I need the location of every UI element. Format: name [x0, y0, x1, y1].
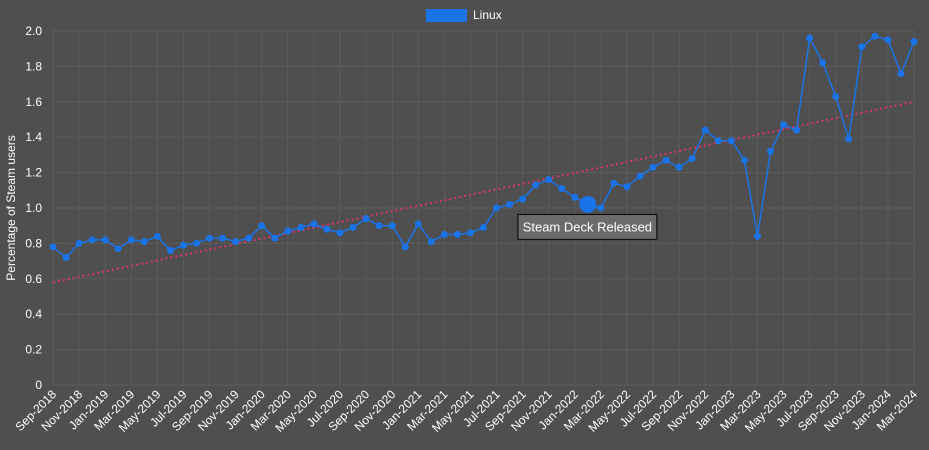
data-point[interactable] — [349, 223, 357, 231]
y-tick-label: 1.2 — [25, 166, 42, 180]
annotation-label: Steam Deck Released — [523, 219, 652, 234]
data-point[interactable] — [532, 181, 540, 189]
data-point[interactable] — [571, 193, 579, 201]
y-tick-label: 0 — [35, 378, 42, 392]
data-point[interactable] — [897, 69, 905, 77]
data-point[interactable] — [780, 121, 788, 129]
data-point[interactable] — [127, 236, 135, 244]
data-point[interactable] — [388, 222, 396, 230]
y-tick-label: 1.8 — [25, 59, 42, 73]
data-point[interactable] — [284, 227, 292, 235]
data-point[interactable] — [806, 34, 814, 42]
data-points — [49, 32, 918, 262]
data-point[interactable] — [206, 234, 214, 242]
data-point[interactable] — [819, 59, 827, 67]
data-point[interactable] — [636, 172, 644, 180]
data-point[interactable] — [401, 243, 409, 251]
y-tick-label: 1.6 — [25, 95, 42, 109]
data-point[interactable] — [323, 225, 331, 233]
annotation-box — [517, 213, 658, 241]
legend[interactable]: Linux — [426, 8, 502, 22]
data-point[interactable] — [649, 163, 657, 171]
trend-line — [52, 100, 915, 284]
data-point[interactable] — [245, 234, 253, 242]
data-point[interactable] — [297, 223, 305, 231]
y-tick-label: 0.8 — [25, 236, 42, 250]
data-point[interactable] — [753, 232, 761, 240]
data-point[interactable] — [336, 229, 344, 237]
legend-label-linux[interactable]: Linux — [473, 8, 502, 22]
y-tick-label: 2.0 — [25, 24, 42, 38]
data-point[interactable] — [832, 92, 840, 100]
y-tick-label: 0.2 — [25, 343, 42, 357]
data-point[interactable] — [362, 215, 370, 223]
y-tick-label: 1.0 — [25, 201, 42, 215]
x-axis-ticks: Sep-2018Nov-2018Jan-2019Mar-2019May-2019… — [12, 387, 920, 435]
data-point[interactable] — [179, 241, 187, 249]
data-point[interactable] — [519, 195, 527, 203]
data-point[interactable] — [597, 204, 605, 212]
data-point[interactable] — [414, 220, 422, 228]
data-point[interactable] — [375, 222, 383, 230]
data-point[interactable] — [140, 238, 148, 246]
data-point[interactable] — [49, 243, 57, 251]
data-point[interactable] — [114, 245, 122, 253]
data-point[interactable] — [793, 126, 801, 134]
data-point[interactable] — [453, 231, 461, 239]
data-point[interactable] — [493, 204, 501, 212]
data-point[interactable] — [219, 234, 227, 242]
data-point[interactable] — [727, 137, 735, 145]
legend-swatch-linux[interactable] — [426, 9, 467, 22]
data-point[interactable] — [714, 137, 722, 145]
y-tick-label: 0.6 — [25, 272, 42, 286]
grid-lines — [52, 30, 915, 386]
data-point[interactable] — [662, 156, 670, 164]
data-point[interactable] — [75, 239, 83, 247]
data-point[interactable] — [506, 200, 514, 208]
data-point[interactable] — [845, 135, 853, 143]
data-point[interactable] — [688, 154, 696, 162]
data-point[interactable] — [740, 156, 748, 164]
data-point[interactable] — [910, 38, 918, 46]
annotation-steam-deck: Steam Deck Released — [517, 195, 658, 241]
data-point[interactable] — [166, 246, 174, 254]
data-point[interactable] — [193, 239, 200, 247]
data-point[interactable] — [884, 36, 892, 44]
data-point[interactable] — [545, 176, 553, 184]
data-point[interactable] — [101, 236, 109, 244]
data-point[interactable] — [558, 185, 566, 193]
y-tick-label: 0.4 — [25, 307, 42, 321]
data-point[interactable] — [675, 163, 683, 171]
y-axis-ticks: 0 0.2 0.4 0.6 0.8 1.0 1.2 1.4 1.6 1.8 2.0 — [25, 24, 42, 392]
data-point[interactable] — [271, 234, 279, 242]
data-point[interactable] — [767, 147, 774, 155]
data-point[interactable] — [466, 229, 474, 237]
data-point[interactable] — [440, 231, 448, 239]
data-point[interactable] — [871, 32, 879, 40]
data-point[interactable] — [153, 232, 161, 240]
data-point[interactable] — [623, 183, 631, 191]
data-point[interactable] — [427, 238, 435, 246]
y-axis-title: Percentage of Steam users — [4, 135, 18, 280]
data-point[interactable] — [480, 223, 487, 231]
data-point[interactable] — [258, 222, 266, 230]
y-tick-label: 1.4 — [25, 130, 42, 144]
data-point[interactable] — [88, 236, 96, 244]
data-point[interactable] — [858, 43, 866, 51]
data-point[interactable] — [701, 126, 709, 134]
data-point[interactable] — [62, 254, 70, 262]
data-point[interactable] — [232, 238, 240, 246]
data-point[interactable] — [310, 220, 318, 228]
data-point[interactable] — [610, 179, 618, 187]
annotation-marker[interactable] — [579, 195, 597, 213]
